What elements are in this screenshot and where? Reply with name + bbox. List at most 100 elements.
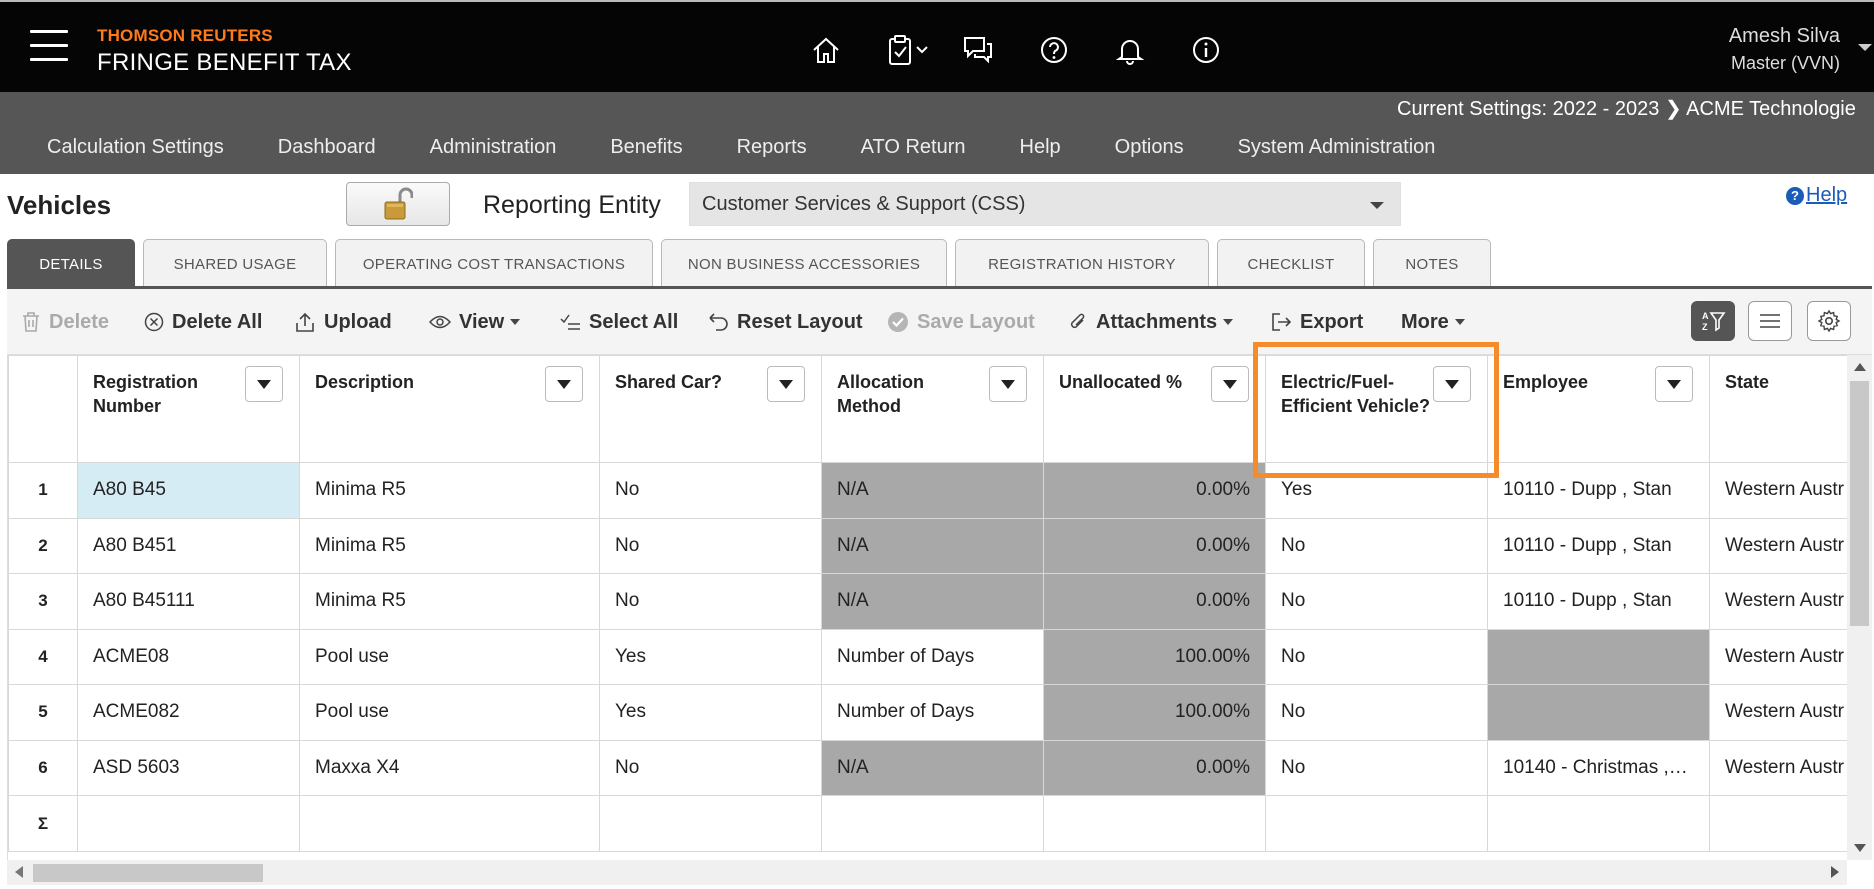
cell-electric-fuel-efficient[interactable]: Yes [1265,462,1488,519]
cell-employee[interactable]: 10110 - Dupp , Stan [1487,462,1710,519]
nav-reports[interactable]: Reports [736,136,807,158]
hamburger-menu-icon[interactable] [30,30,68,64]
user-name[interactable]: Amesh Silva [1728,25,1840,47]
cell-shared-car[interactable]: No [599,739,822,796]
table-row[interactable]: 3 A80 B45111 Minima R5 No N/A 0.00% No 1… [8,573,1847,630]
scroll-up-arrow-icon[interactable] [1854,363,1866,371]
cell-description[interactable]: Minima R5 [299,573,600,630]
cell-allocation-method[interactable]: Number of Days [821,628,1044,685]
table-row[interactable]: 4 ACME08 Pool use Yes Number of Days 100… [8,628,1847,685]
column-header-state[interactable]: State [1709,355,1847,463]
table-row[interactable]: 2 A80 B451 Minima R5 No N/A 0.00% No 101… [8,517,1847,574]
cell-shared-car[interactable]: No [599,462,822,519]
table-row[interactable]: 5 ACME082 Pool use Yes Number of Days 10… [8,684,1847,741]
home-icon[interactable] [808,32,844,68]
nav-administration[interactable]: Administration [429,136,557,158]
bell-icon[interactable] [1112,32,1148,68]
column-filter-button[interactable] [989,366,1027,402]
cell-shared-car[interactable]: Yes [599,628,822,685]
horizontal-scrollbar[interactable] [7,860,1847,885]
cell-electric-fuel-efficient[interactable]: No [1265,628,1488,685]
cell-state[interactable]: Western Austr [1709,628,1847,685]
help-link[interactable]: ? Help [1786,184,1847,207]
upload-button[interactable]: Upload [294,309,392,335]
cell-registration-number[interactable]: A80 B451 [77,517,300,574]
nav-calculation-settings[interactable]: Calculation Settings [47,136,224,158]
tab-operating-cost-transactions[interactable]: OPERATING COST TRANSACTIONS [335,239,653,289]
select-all-button[interactable]: Select All [559,309,678,335]
column-filter-button[interactable] [1655,366,1693,402]
cell-state[interactable]: Western Austr [1709,517,1847,574]
table-row[interactable]: 1 A80 B45 Minima R5 No N/A 0.00% Yes 101… [8,462,1847,519]
delete-button[interactable]: Delete [21,309,109,335]
cell-description[interactable]: Minima R5 [299,462,600,519]
column-filter-button[interactable] [245,366,283,402]
reporting-entity-select[interactable]: Customer Services & Support (CSS) [689,182,1401,226]
nav-ato-return[interactable]: ATO Return [860,136,966,158]
cell-description[interactable]: Pool use [299,684,600,741]
cell-employee[interactable]: 10110 - Dupp , Stan [1487,573,1710,630]
cell-shared-car[interactable]: No [599,517,822,574]
column-header-electric-fuel-efficient[interactable]: Electric/Fuel-Efficient Vehicle? [1265,355,1488,463]
cell-description[interactable]: Pool use [299,628,600,685]
cell-electric-fuel-efficient[interactable]: No [1265,684,1488,741]
nav-benefits[interactable]: Benefits [610,136,683,158]
tab-non-business-accessories[interactable]: NON BUSINESS ACCESSORIES [661,239,947,289]
nav-system-administration[interactable]: System Administration [1237,136,1436,158]
scroll-down-arrow-icon[interactable] [1854,844,1866,852]
help-circle-icon[interactable] [1036,32,1072,68]
scroll-right-arrow-icon[interactable] [1831,866,1839,878]
nav-dashboard[interactable]: Dashboard [277,136,376,158]
vertical-scroll-thumb[interactable] [1850,381,1869,626]
reset-layout-button[interactable]: Reset Layout [707,309,863,335]
cell-employee[interactable]: 10110 - Dupp , Stan [1487,517,1710,574]
tab-details[interactable]: DETAILS [7,239,135,289]
cell-registration-number[interactable]: A80 B45 [77,462,300,519]
cell-shared-car[interactable]: No [599,573,822,630]
cell-state[interactable]: Western Austr [1709,684,1847,741]
horizontal-scroll-thumb[interactable] [33,864,263,882]
sum-icon[interactable]: Σ [8,795,78,852]
settings-button[interactable] [1807,301,1851,341]
view-dropdown[interactable]: View [429,309,521,335]
cell-allocation-method[interactable]: Number of Days [821,684,1044,741]
cell-description[interactable]: Minima R5 [299,517,600,574]
save-layout-button[interactable]: Save Layout [887,309,1035,335]
cell-state[interactable]: Western Austr [1709,462,1847,519]
cell-electric-fuel-efficient[interactable]: No [1265,517,1488,574]
vertical-scrollbar[interactable] [1847,355,1872,860]
column-header-shared-car[interactable]: Shared Car? [599,355,822,463]
scroll-left-arrow-icon[interactable] [15,866,23,878]
chat-icon[interactable] [960,32,996,68]
cell-electric-fuel-efficient[interactable]: No [1265,573,1488,630]
tab-checklist[interactable]: CHECKLIST [1217,239,1365,289]
tab-shared-usage[interactable]: SHARED USAGE [143,239,327,289]
column-chooser-button[interactable] [1748,301,1792,341]
more-dropdown[interactable]: More [1401,309,1465,335]
cell-registration-number[interactable]: A80 B45111 [77,573,300,630]
column-filter-button[interactable] [1433,366,1471,402]
lock-button[interactable] [346,182,450,226]
cell-state[interactable]: Western Austr [1709,739,1847,796]
cell-registration-number[interactable]: ASD 5603 [77,739,300,796]
cell-electric-fuel-efficient[interactable]: No [1265,739,1488,796]
cell-registration-number[interactable]: ACME08 [77,628,300,685]
nav-options[interactable]: Options [1114,136,1184,158]
column-header-registration-number[interactable]: Registration Number [77,355,300,463]
clipboard-check-icon[interactable] [884,32,936,68]
column-header-allocation-method[interactable]: Allocation Method [821,355,1044,463]
chevron-down-icon[interactable] [1858,44,1872,51]
column-filter-button[interactable] [1211,366,1249,402]
attachments-dropdown[interactable]: Attachments [1068,309,1234,335]
tab-registration-history[interactable]: REGISTRATION HISTORY [955,239,1209,289]
column-header-employee[interactable]: Employee [1487,355,1710,463]
column-filter-button[interactable] [545,366,583,402]
cell-description[interactable]: Maxxa X4 [299,739,600,796]
cell-registration-number[interactable]: ACME082 [77,684,300,741]
tab-notes[interactable]: NOTES [1373,239,1491,289]
cell-state[interactable]: Western Austr [1709,573,1847,630]
nav-help[interactable]: Help [1019,136,1061,158]
cell-employee[interactable]: 10140 - Christmas ,… [1487,739,1710,796]
info-icon[interactable] [1188,32,1224,68]
